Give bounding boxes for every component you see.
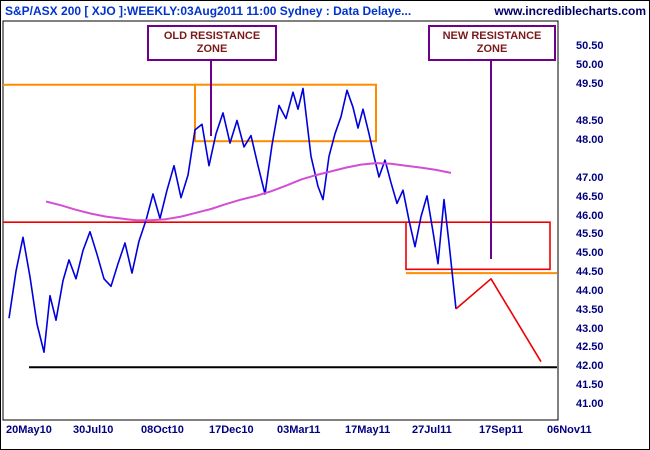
y-axis-label: 43.50 <box>576 303 604 316</box>
new-zone-label-line2: ZONE <box>476 43 508 55</box>
y-axis-label: 46.50 <box>576 190 604 203</box>
y-axis-label: 45.50 <box>576 228 604 241</box>
y-axis-label: 47.00 <box>576 171 604 184</box>
old-zone-label-line1: OLD RESISTANCE <box>163 30 261 42</box>
plot-border <box>2 20 559 421</box>
x-axis-label: 20May10 <box>6 424 52 436</box>
x-axis-label: 17Dec10 <box>209 424 254 436</box>
x-axis-label: 30Jul10 <box>73 424 114 436</box>
y-axis-label: 41.50 <box>576 379 604 392</box>
y-axis-label: 46.00 <box>576 209 604 222</box>
y-axis-label: 48.00 <box>576 134 604 147</box>
x-axis-label: 17May11 <box>345 424 391 436</box>
y-axis-label: 48.50 <box>576 115 604 128</box>
y-axis-label: 44.50 <box>576 266 604 279</box>
moving-average-line <box>45 162 452 222</box>
y-axis-label: 50.50 <box>576 40 604 52</box>
x-axis-label: 27Jul11 <box>412 424 452 436</box>
old-zone-label-line2: ZONE <box>196 43 228 55</box>
x-axis-label: 08Oct10 <box>141 424 184 436</box>
new-resistance-zone-rect <box>405 221 551 271</box>
watermark-link: www.incrediblecharts.com <box>494 4 646 18</box>
old-resistance-zone-label: OLD RESISTANCE ZONE <box>147 25 277 61</box>
y-axis-label: 42.00 <box>576 360 604 373</box>
y-axis-label: 44.00 <box>576 284 604 297</box>
y-axis-label: 50.00 <box>576 58 604 71</box>
old-resistance-zone-rect <box>194 83 377 143</box>
y-axis-label: 49.50 <box>576 77 604 90</box>
price-line <box>8 87 457 354</box>
x-axis-label: 06Nov11 <box>547 424 592 436</box>
y-axis-label: 45.00 <box>576 247 604 260</box>
y-axis-label: 41.00 <box>576 398 604 410</box>
x-axis-label: 03Mar11 <box>277 424 321 436</box>
chart-title: S&P/ASX 200 [ XJO ]:WEEKLY:03Aug2011 11:… <box>5 4 412 18</box>
new-zone-label-line1: NEW RESISTANCE <box>442 30 542 42</box>
projection-line <box>455 277 542 363</box>
new-resistance-zone-label: NEW RESISTANCE ZONE <box>428 25 556 61</box>
y-axis-label: 43.00 <box>576 322 604 335</box>
y-axis-label: 42.50 <box>576 341 604 354</box>
x-axis-label: 17Sep11 <box>479 424 524 436</box>
